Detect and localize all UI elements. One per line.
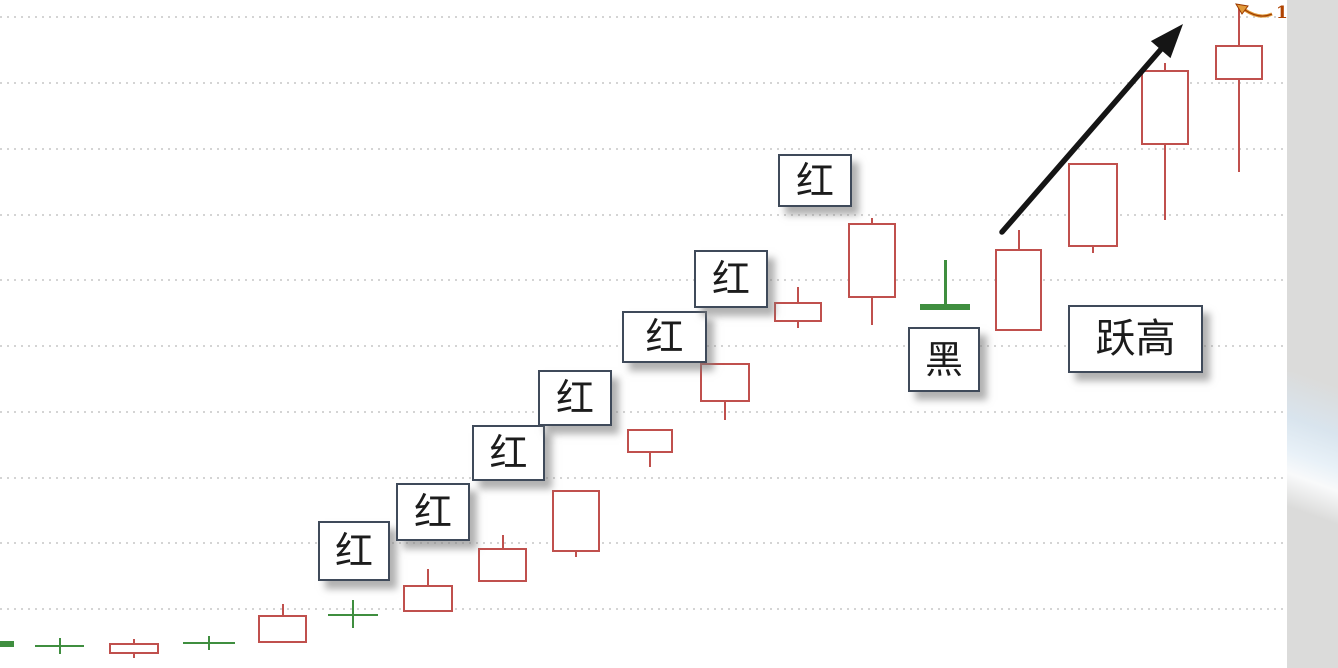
candle-6-line — [328, 614, 378, 616]
candle-2-line — [35, 645, 84, 647]
gridline — [0, 477, 1289, 479]
candle-1-bar — [0, 641, 14, 647]
candle-9-body — [552, 490, 600, 552]
candle-17-body — [1141, 70, 1189, 145]
label-jump-high: 跃高 — [1068, 305, 1203, 373]
candle-8-body — [478, 548, 527, 582]
gridline — [0, 16, 1289, 18]
candle-5-body — [258, 615, 307, 643]
candle-14-wick — [943, 260, 947, 304]
candle-15-body — [995, 249, 1042, 331]
candle-7-body — [403, 585, 453, 612]
candle-18-body — [1215, 45, 1263, 80]
gridline — [0, 214, 1289, 216]
candle-4-line — [183, 642, 235, 644]
candle-11-body — [700, 363, 750, 402]
label-red-3: 红 — [472, 425, 545, 481]
label-red-6: 红 — [694, 250, 768, 308]
candle-18-wick — [1238, 4, 1240, 172]
candle-13-body — [848, 223, 896, 298]
gridline — [0, 411, 1289, 413]
candle-3-body — [109, 643, 159, 654]
label-red-4: 红 — [538, 370, 612, 426]
candle-12-body — [774, 302, 822, 322]
label-red-2: 红 — [396, 483, 470, 541]
marker-arrow-icon — [1235, 3, 1273, 18]
gridline — [0, 148, 1289, 150]
gridline — [0, 82, 1289, 84]
point-marker-label: 1 — [1276, 3, 1288, 23]
point-marker-1: 1 — [1232, 1, 1288, 23]
trend-arrow-head — [1150, 24, 1183, 59]
gridline — [0, 542, 1289, 544]
label-black: 黑 — [908, 327, 980, 392]
background-side-strip — [1287, 0, 1338, 668]
label-red-7: 红 — [778, 154, 852, 207]
label-red-1: 红 — [318, 521, 390, 581]
candle-14-bar — [920, 304, 970, 310]
trend-arrow-shaft — [999, 43, 1167, 235]
label-red-5: 红 — [622, 311, 707, 363]
background-photo-band — [1287, 372, 1338, 540]
candle-10-body — [627, 429, 673, 453]
gridline — [0, 279, 1289, 281]
gridline — [0, 608, 1289, 610]
candle-16-body — [1068, 163, 1118, 247]
